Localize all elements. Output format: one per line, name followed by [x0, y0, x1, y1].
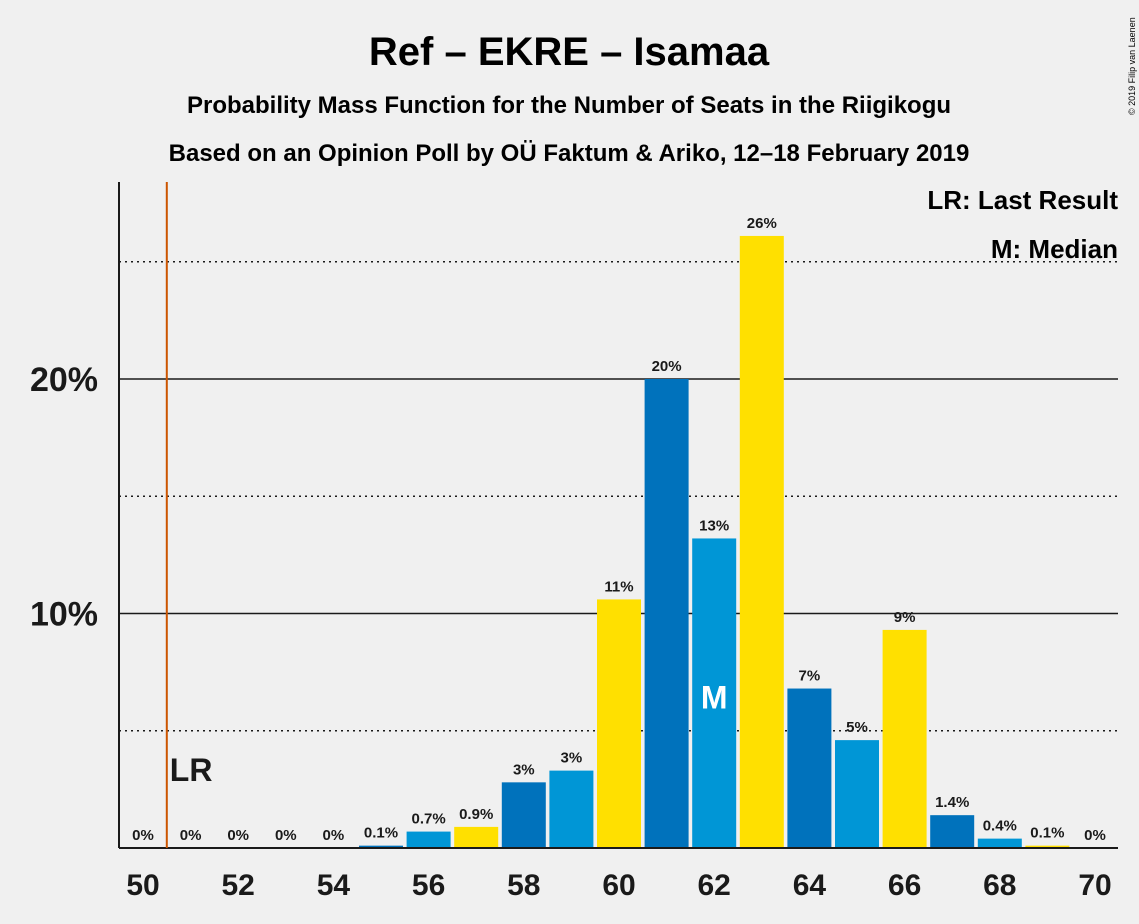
chart-subtitle-line2: Based on an Opinion Poll by OÜ Faktum & …: [169, 140, 970, 167]
bar-seat-62: [692, 538, 737, 848]
data-label-seat-53: 0%: [275, 827, 297, 844]
x-tick-50: 50: [126, 869, 159, 902]
data-label-seat-56: 0.7%: [411, 811, 445, 828]
data-labels: 0% 0% 0% 0% 0% 0.1% 0.7% 0.9% 3% 3% 11% 20% 13% 26% 7%…: [132, 215, 1106, 844]
chart-title: Ref – EKRE – Isamaa: [369, 30, 770, 74]
bar-seat-66: [882, 629, 927, 848]
data-label-seat-54: 0%: [323, 827, 345, 844]
chart-subtitle-line1: Probability Mass Function for the Number…: [187, 92, 951, 119]
y-tick-10: 10%: [30, 595, 98, 633]
bar-seat-57: [454, 826, 499, 848]
x-tick-52: 52: [222, 869, 255, 902]
data-label-seat-63: 26%: [747, 215, 777, 232]
data-label-seat-64: 7%: [799, 668, 821, 685]
x-tick-70: 70: [1078, 869, 1111, 902]
data-label-seat-68: 0.4%: [983, 818, 1017, 835]
copyright-notice: © 2019 Filip van Laenen: [1127, 17, 1137, 115]
bar-seat-59: [549, 770, 594, 848]
data-label-seat-59: 3%: [561, 750, 583, 767]
data-label-seat-55: 0.1%: [364, 825, 398, 842]
data-label-seat-67: 1.4%: [935, 794, 969, 811]
data-label-seat-50: 0%: [132, 827, 154, 844]
y-tick-20: 20%: [30, 361, 98, 399]
data-label-seat-69: 0.1%: [1030, 825, 1064, 842]
data-label-seat-61: 20%: [652, 358, 682, 375]
data-label-seat-57: 0.9%: [459, 806, 493, 823]
x-tick-56: 56: [412, 869, 445, 902]
bar-seat-55: [359, 845, 403, 848]
x-tick-62: 62: [698, 869, 731, 902]
x-tick-60: 60: [602, 869, 635, 902]
x-tick-58: 58: [507, 869, 540, 902]
bar-seat-69: [1025, 845, 1070, 848]
y-tick-labels: 10% 20%: [30, 361, 98, 634]
data-label-seat-52: 0%: [227, 827, 249, 844]
bars: [359, 235, 1070, 848]
data-label-seat-70: 0%: [1084, 827, 1106, 844]
x-tick-labels: 50 52 54 56 58 60 62 64 66 68 70: [126, 869, 1111, 902]
data-label-seat-58: 3%: [513, 761, 535, 778]
bar-seat-56: [406, 831, 451, 848]
bar-seat-67: [930, 815, 975, 848]
bar-seat-61: [644, 378, 689, 848]
bar-seat-64: [787, 688, 832, 848]
bar-seat-63: [739, 235, 784, 848]
bar-seat-68: [977, 838, 1022, 848]
x-tick-64: 64: [793, 869, 827, 902]
data-label-seat-62: 13%: [699, 517, 729, 534]
x-tick-54: 54: [317, 869, 351, 902]
data-label-seat-66: 9%: [894, 609, 916, 626]
last-result-marker: LR: [170, 752, 213, 788]
bar-seat-58: [501, 782, 546, 848]
bar-seat-60: [597, 599, 641, 848]
legend-median: M: Median: [991, 234, 1118, 264]
x-tick-68: 68: [983, 869, 1016, 902]
legend-last-result: LR: Last Result: [927, 185, 1118, 215]
median-marker: M: [701, 680, 728, 716]
data-label-seat-51: 0%: [180, 827, 202, 844]
bar-seat-65: [835, 740, 879, 848]
x-tick-66: 66: [888, 869, 921, 902]
data-label-seat-60: 11%: [604, 578, 633, 595]
data-label-seat-65: 5%: [846, 719, 868, 736]
